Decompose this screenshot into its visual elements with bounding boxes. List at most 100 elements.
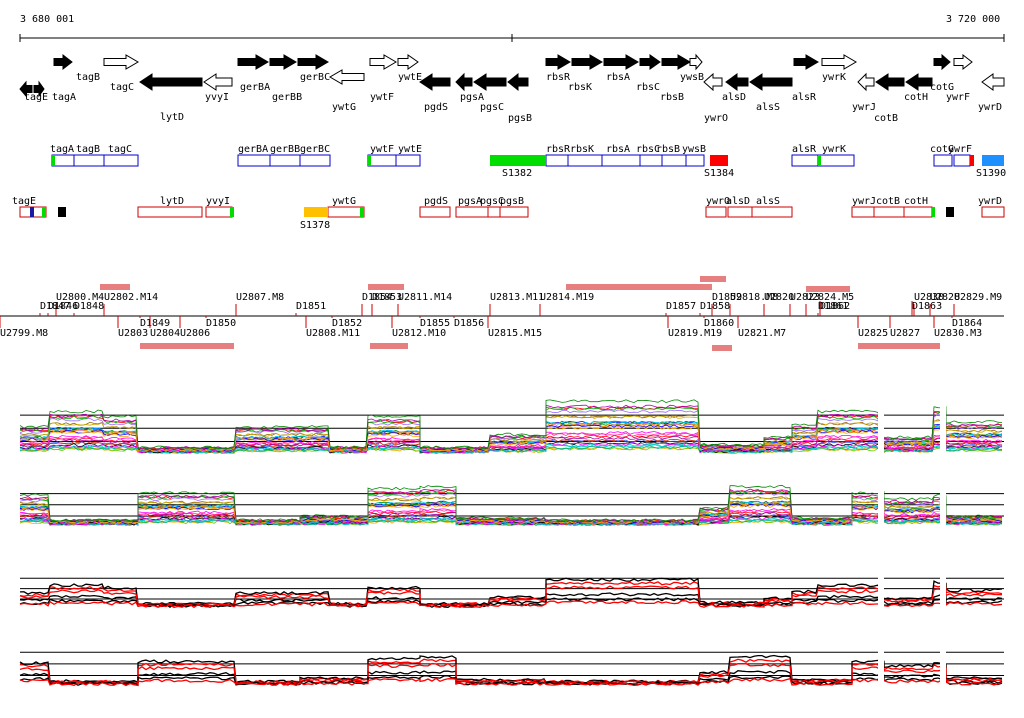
minus-feature-box[interactable] xyxy=(205,206,233,218)
segment-label-D1847[interactable]: D1847 xyxy=(40,301,70,312)
gene-arrow-yvyI[interactable] xyxy=(203,73,233,91)
gene-arrow-gerBA[interactable] xyxy=(237,54,269,70)
segment-label-U2800.M4[interactable]: U2800.M4 xyxy=(56,292,104,303)
gene-arrow-ywtG[interactable] xyxy=(329,69,365,85)
plus-feature-box[interactable] xyxy=(367,154,397,167)
s1382-marker[interactable] xyxy=(490,155,546,166)
segment-label-U2812.M10[interactable]: U2812.M10 xyxy=(392,328,446,339)
segment-label-D1855[interactable]: D1855 xyxy=(420,318,450,329)
gene-arrow-gerBB[interactable] xyxy=(269,54,297,70)
plus-feature-box[interactable] xyxy=(953,154,971,167)
gene-arrow-rbsR[interactable] xyxy=(545,54,571,70)
minus-feature-box[interactable] xyxy=(727,206,753,218)
segment-label-U2819.M19[interactable]: U2819.M19 xyxy=(668,328,722,339)
minus-feature-box[interactable] xyxy=(751,206,793,218)
gene-arrow-ywrO[interactable] xyxy=(703,72,723,92)
gene-arrow-ywrD[interactable] xyxy=(981,73,1005,91)
segment-label-D1851[interactable]: D1851 xyxy=(296,301,326,312)
minus-feature-box[interactable] xyxy=(873,206,905,218)
segment-label-U2827[interactable]: U2827 xyxy=(890,328,920,339)
plus-feature-box[interactable] xyxy=(51,154,75,167)
segment-label-D1864[interactable]: D1864 xyxy=(952,318,982,329)
segment-label-U2806[interactable]: U2806 xyxy=(180,328,210,339)
plus-feature-box[interactable] xyxy=(661,154,687,167)
plus-feature-box[interactable] xyxy=(73,154,105,167)
plus-feature-box[interactable] xyxy=(933,154,953,167)
s1384-marker[interactable] xyxy=(710,155,728,166)
minus-feature-box[interactable] xyxy=(137,206,203,218)
plus-feature-box[interactable] xyxy=(817,154,855,167)
segment-label-U2808.M11[interactable]: U2808.M11 xyxy=(306,328,360,339)
gene-arrow-ywrK[interactable] xyxy=(821,54,857,70)
plus-strand-annotation-track[interactable]: tagA tagB tagC gerBA gerBB gerBC ywtF ywtE rbsR r… xyxy=(50,144,1006,179)
segment-label-U2823[interactable]: U2823 xyxy=(790,292,820,303)
s1390-marker[interactable] xyxy=(982,155,1004,166)
segment-label-U2820[interactable]: U2820 xyxy=(764,292,794,303)
segment-label-U2802.M14[interactable]: U2802.M14 xyxy=(104,292,158,303)
segment-label-U2813.M11[interactable]: U2813.M11 xyxy=(490,292,544,303)
plus-feature-box[interactable] xyxy=(685,154,705,167)
gene-arrow-pgdS[interactable] xyxy=(419,73,451,91)
segment-label-D1863[interactable]: D1863 xyxy=(912,301,942,312)
segment-label-U2814.M19[interactable]: U2814.M19 xyxy=(540,292,594,303)
gene-arrow-ywtE[interactable] xyxy=(397,54,419,70)
minus-feature-box[interactable] xyxy=(981,206,1005,218)
segment-label-D1859[interactable]: D1859 xyxy=(712,292,742,303)
expression-panel-heatlines-plus[interactable] xyxy=(19,390,1004,460)
gene-arrow-cotG[interactable] xyxy=(933,53,951,71)
plus-feature-box[interactable] xyxy=(545,154,569,167)
gene-arrow-tagC[interactable] xyxy=(103,54,139,70)
gene-arrow-rbsA[interactable] xyxy=(603,54,639,70)
segment-label-D1860[interactable]: D1860 xyxy=(704,318,734,329)
plus-feature-box[interactable] xyxy=(639,154,663,167)
minus-feature-box[interactable] xyxy=(499,206,529,218)
gene-arrow-alsD[interactable] xyxy=(725,73,749,91)
gene-arrow-ywrJ[interactable] xyxy=(857,72,875,92)
minus-feature-box[interactable] xyxy=(487,206,501,218)
gene-arrow-tagE[interactable] xyxy=(19,80,33,98)
gene-arrow-cotH[interactable] xyxy=(905,73,933,91)
minus-feature-box[interactable] xyxy=(419,206,451,218)
gene-arrow-lytD[interactable] xyxy=(139,73,203,91)
plus-feature-box[interactable] xyxy=(601,154,641,167)
gene-arrow-track[interactable] xyxy=(19,53,1005,98)
segment-label-D1858[interactable]: D1858 xyxy=(700,301,730,312)
gene-arrow-rbsB[interactable] xyxy=(661,54,691,70)
segment-label-D1849[interactable]: D1849 xyxy=(140,318,170,329)
segment-label-D1850[interactable]: D1850 xyxy=(206,318,236,329)
minus-feature-box[interactable] xyxy=(903,206,933,218)
gene-arrow-rbsK[interactable] xyxy=(571,54,603,70)
gene-arrow-alsR[interactable] xyxy=(793,54,819,70)
segment-label-D1854[interactable]: D1854 xyxy=(362,292,392,303)
gene-arrow-tagA[interactable] xyxy=(33,80,45,98)
gene-arrow-pgsB[interactable] xyxy=(507,72,529,92)
segment-label-U2821.M7[interactable]: U2821.M7 xyxy=(738,328,786,339)
segment-label-U2830.M3[interactable]: U2830.M3 xyxy=(934,328,982,339)
expression-panel-selected-minus[interactable] xyxy=(19,630,1004,692)
gene-arrow-alsS[interactable] xyxy=(749,73,793,91)
segment-label-U2815.M15[interactable]: U2815.M15 xyxy=(488,328,542,339)
segment-label-D1856[interactable]: D1856 xyxy=(454,318,484,329)
gene-arrow-ywsB[interactable] xyxy=(689,53,703,71)
gene-arrow-cotB[interactable] xyxy=(875,73,905,91)
minus-feature-box[interactable] xyxy=(705,206,727,218)
expression-panel-heatlines-minus[interactable] xyxy=(19,472,1004,532)
segment-label-U2811.M14[interactable]: U2811.M14 xyxy=(398,292,452,303)
gene-arrow-tagB[interactable] xyxy=(53,53,73,71)
gene-arrow-pgsC[interactable] xyxy=(473,73,507,91)
minus-feature-box[interactable] xyxy=(455,206,489,218)
plus-feature-box[interactable] xyxy=(103,154,139,167)
segment-label-D1862[interactable]: D1862 xyxy=(820,301,850,312)
segment-label-U2824.M5[interactable]: U2824.M5 xyxy=(806,292,854,303)
segment-label-U2828[interactable]: U2828 xyxy=(930,292,960,303)
plus-feature-box[interactable] xyxy=(299,154,331,167)
plus-feature-box[interactable] xyxy=(395,154,421,167)
segment-label-U2829.M9[interactable]: U2829.M9 xyxy=(954,292,1002,303)
segment-label-D1848[interactable]: D1848 xyxy=(74,301,104,312)
minus-feature-box[interactable] xyxy=(851,206,875,218)
minus-feature-box[interactable] xyxy=(327,206,365,218)
segment-label-D1857[interactable]: D1857 xyxy=(666,301,696,312)
plus-feature-box[interactable] xyxy=(237,154,271,167)
gene-arrow-ywrF[interactable] xyxy=(953,53,973,71)
